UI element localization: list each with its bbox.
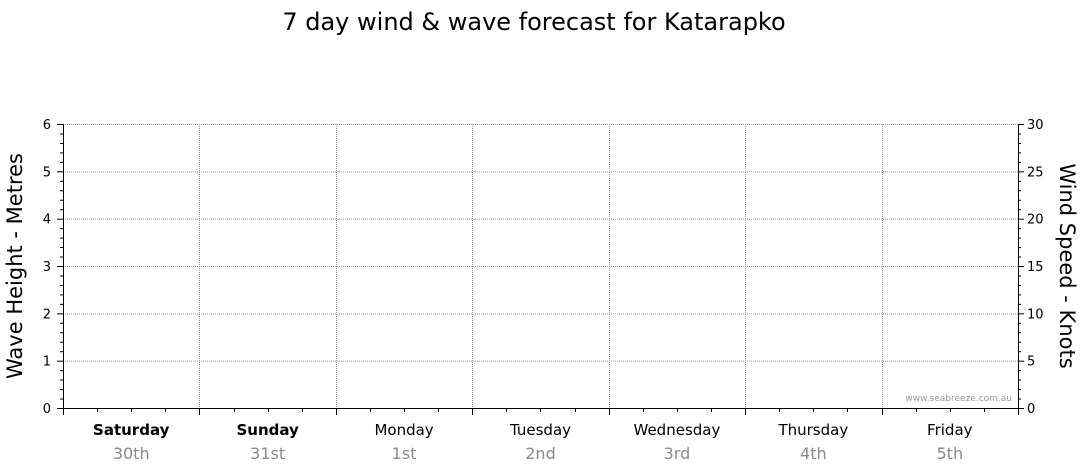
day-date-label: 5th xyxy=(936,444,963,463)
day-name-label: Friday xyxy=(927,421,973,439)
right-tick-label: 30 xyxy=(1027,118,1044,133)
day-date-label: 3rd xyxy=(664,444,691,463)
left-tick-label: 3 xyxy=(43,260,51,275)
left-tick-label: 5 xyxy=(43,165,51,180)
left-tick-label: 0 xyxy=(43,402,51,417)
right-tick-label: 0 xyxy=(1027,402,1035,417)
right-tick-label: 5 xyxy=(1027,355,1035,370)
right-tick-label: 25 xyxy=(1027,165,1044,180)
day-name-label: Wednesday xyxy=(634,421,721,439)
day-name-label: Saturday xyxy=(93,421,170,439)
day-date-label: 30th xyxy=(113,444,150,463)
right-tick-label: 20 xyxy=(1027,213,1044,228)
left-tick-label: 1 xyxy=(43,355,51,370)
day-date-label: 2nd xyxy=(525,444,555,463)
left-tick-label: 4 xyxy=(43,213,51,228)
right-tick-label: 15 xyxy=(1027,260,1044,275)
right-axis-title: Wind Speed - Knots xyxy=(1055,163,1079,368)
day-date-label: 31st xyxy=(250,444,285,463)
grid-lines xyxy=(63,124,1018,408)
day-name-label: Thursday xyxy=(777,421,848,439)
axes xyxy=(57,124,1024,415)
left-tick-label: 2 xyxy=(43,307,51,322)
day-date-label: 1st xyxy=(392,444,417,463)
left-tick-label: 6 xyxy=(43,118,51,133)
day-name-label: Monday xyxy=(374,421,433,439)
watermark: www.seabreeze.com.au xyxy=(905,394,1012,404)
left-axis-title: Wave Height - Metres xyxy=(3,153,27,379)
day-name-label: Tuesday xyxy=(509,421,571,439)
tick-labels: 0 1 2 3 4 5 6 0 5 10 15 20 25 30 Saturday 30th Sunday 31s… xyxy=(43,118,1044,463)
right-tick-label: 10 xyxy=(1027,307,1044,322)
day-date-label: 4th xyxy=(800,444,827,463)
chart-title: 7 day wind & wave forecast for Katarapko xyxy=(282,8,785,36)
day-name-label: Sunday xyxy=(236,421,299,439)
